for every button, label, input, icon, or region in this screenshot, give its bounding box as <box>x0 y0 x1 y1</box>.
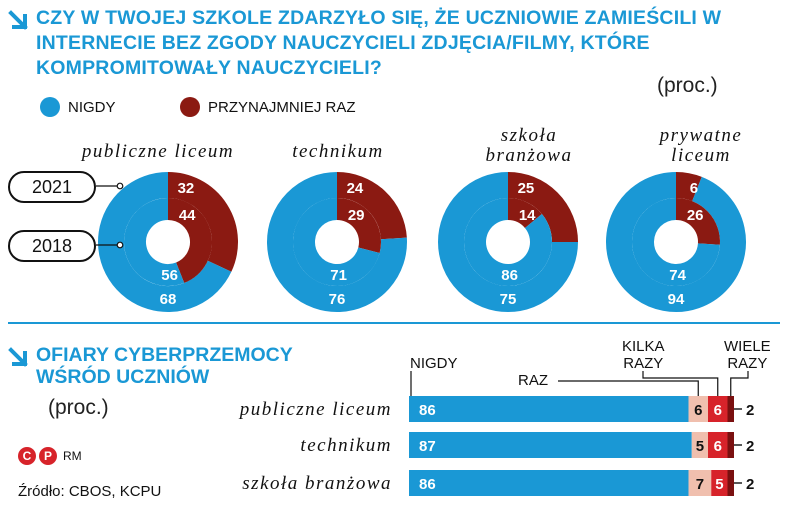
bar-header-wiele-razy: WIELE RAZY <box>724 338 771 372</box>
donut-value-label: 44 <box>179 207 196 224</box>
leader-line-kilka <box>642 371 719 396</box>
bar-header-nigdy: NIGDY <box>410 355 458 372</box>
bar-header-raz: RAZ <box>518 372 548 389</box>
bar-segment-wiele-razy <box>727 432 734 458</box>
bar-segment-raz <box>688 396 708 422</box>
bar-value-label: 6 <box>714 438 722 455</box>
donut-segment-przynajmniej-raz <box>507 172 578 243</box>
bar-row-label: szkoła branżowa <box>242 473 392 494</box>
legend-item-nigdy: NIGDY <box>40 97 116 117</box>
leader-line-wiele <box>730 371 749 396</box>
donut-segment-nigdy <box>98 172 232 312</box>
source-note: Źródło: CBOS, KCPU <box>18 483 162 500</box>
donut-segment-nigdy <box>124 198 185 286</box>
legend-swatch-blue <box>40 97 60 117</box>
subtitle-line-2: WŚRÓD UCZNIÓW <box>36 366 210 388</box>
donut-category-label: szkoła branżowa <box>485 125 573 166</box>
bar-segment-kilka-razy <box>711 470 728 496</box>
year-pointer-lines <box>96 182 124 249</box>
year-label-2021: 2021 <box>8 171 96 203</box>
donut-value-label: 68 <box>160 291 177 308</box>
publisher-icon: P <box>39 447 57 465</box>
donut-value-label: 29 <box>348 207 365 224</box>
stacked-bar-chart: 86 6 6 287 5 6 286 7 5 2 <box>409 371 754 496</box>
donut-segment-nigdy <box>606 172 746 312</box>
donut-segment-przynajmniej-raz <box>336 198 381 253</box>
subtitle-line-1: OFIARY CYBERPRZEMOCY <box>36 344 293 366</box>
subtitle: OFIARY CYBERPRZEMOCY WŚRÓD UCZNIÓW <box>36 344 293 388</box>
donut-category-label: publiczne liceum <box>81 141 235 162</box>
donut-segment-nigdy <box>464 198 552 286</box>
bar-value-label: 7 <box>696 476 704 493</box>
donut-value-label: 25 <box>518 180 535 197</box>
bar-value-label: 86 <box>419 476 436 493</box>
donut-segment-nigdy <box>293 198 380 286</box>
legend-label-nigdy: NIGDY <box>68 98 116 116</box>
donut-value-label: 76 <box>329 291 346 308</box>
donut-value-label: 32 <box>178 180 195 197</box>
bar-row-label: publiczne liceum <box>239 399 392 420</box>
bar-segment-kilka-razy <box>708 396 728 422</box>
leader-line-raz <box>558 380 699 396</box>
bar-segment-nigdy <box>409 432 692 458</box>
donut-category-label: prywatne liceum <box>659 125 743 166</box>
donut-segment-przynajmniej-raz <box>167 172 238 272</box>
bar-value-label: 86 <box>419 402 436 419</box>
donut-segment-przynajmniej-raz <box>675 198 720 245</box>
bar-segment-raz <box>688 470 712 496</box>
year-label-2018: 2018 <box>8 230 96 262</box>
bar-row-label: technikum <box>300 435 392 456</box>
unit-label-bottom: (proc.) <box>48 396 109 419</box>
bar-value-label: 6 <box>714 402 722 419</box>
donut-value-label: 86 <box>501 267 518 284</box>
section-divider <box>8 322 780 324</box>
donut-value-label: 56 <box>161 267 178 284</box>
copyright-text: RM <box>63 449 82 463</box>
bar-segment-wiele-razy <box>727 396 734 422</box>
bar-segment-raz <box>691 432 708 458</box>
donut-category-label: technikum <box>292 141 384 162</box>
bar-segment-nigdy <box>409 396 689 422</box>
bar-value-label: 5 <box>715 476 723 493</box>
donut-segment-nigdy <box>267 172 407 312</box>
bar-value-label: 2 <box>746 438 754 455</box>
legend-swatch-darkred <box>180 97 200 117</box>
donut-value-label: 71 <box>330 267 347 284</box>
bar-value-label: 2 <box>746 476 754 493</box>
bar-segment-nigdy <box>409 470 689 496</box>
donut-value-label: 94 <box>668 291 685 308</box>
arrow-down-right-icon <box>8 10 28 30</box>
legend-item-przynajmniej-raz: PRZYNAJMNIEJ RAZ <box>180 97 356 117</box>
unit-label-top: (proc.) <box>657 74 718 97</box>
arrow-down-right-icon <box>8 347 28 367</box>
bar-segment-kilka-razy <box>708 432 728 458</box>
donut-segment-przynajmniej-raz <box>675 172 702 202</box>
legend-label-przynajmniej-raz: PRZYNAJMNIEJ RAZ <box>208 98 356 116</box>
donut-value-label: 26 <box>687 207 704 224</box>
bar-value-label: 87 <box>419 438 436 455</box>
donut-value-label: 75 <box>500 291 517 308</box>
donut-segment-nigdy <box>438 172 578 312</box>
bar-value-label: 5 <box>696 438 704 455</box>
chart-title: CZY W TWOJEJ SZKOLE ZDARZYŁO SIĘ, ŻE UCZ… <box>36 7 722 79</box>
donut-segment-nigdy <box>632 198 720 286</box>
bar-value-label: 6 <box>694 402 702 419</box>
donut-segment-przynajmniej-raz <box>336 172 407 240</box>
copyright-mark: C P RM <box>18 447 82 465</box>
copyright-icon: C <box>18 447 36 465</box>
donut-value-label: 14 <box>519 207 536 224</box>
bar-segment-wiele-razy <box>727 470 734 496</box>
donut-value-label: 24 <box>347 180 364 197</box>
bar-value-label: 2 <box>746 402 754 419</box>
donut-value-label: 74 <box>669 267 686 284</box>
bar-header-kilka-razy: KILKA RAZY <box>622 338 665 372</box>
donut-segment-przynajmniej-raz <box>507 198 542 229</box>
donut-value-label: 6 <box>690 180 698 197</box>
donut-charts: 32 68 44 56 24 76 29 71 25 75 14 86 6 94 26 74 <box>98 172 746 312</box>
donut-segment-przynajmniej-raz <box>167 198 212 283</box>
